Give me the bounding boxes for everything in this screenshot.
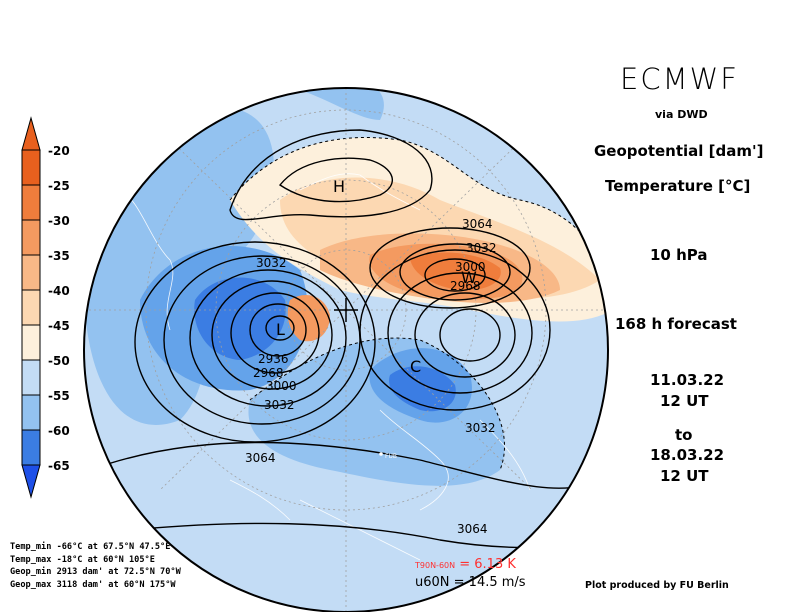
end-time: 12 UT xyxy=(660,467,709,485)
colorbar-tick: -65 xyxy=(48,459,70,473)
colorbar-tick: -35 xyxy=(48,249,70,263)
data-source: via DWD xyxy=(655,108,708,121)
extrema-stats: Temp_min -66°C at 67.5°N 47.5°E Temp_max… xyxy=(10,541,181,591)
warm-center: W xyxy=(461,268,477,287)
contour-label: 2968 xyxy=(450,279,481,293)
coastlines xyxy=(119,173,531,561)
plot-credit: Plot produced by FU Berlin xyxy=(585,580,729,591)
station-marker xyxy=(379,452,383,456)
contour-label: 2936 xyxy=(258,352,289,366)
contour-label: 3032 xyxy=(264,398,295,412)
u-value: = 14.5 m/s xyxy=(453,575,526,590)
contour-label: 3032 xyxy=(466,241,497,255)
pressure-centers: H L W C xyxy=(276,177,477,376)
geop-max: Geop_max 3118 dam' at 60°N 175°W xyxy=(10,579,176,590)
contour-label: 3064 xyxy=(462,217,493,231)
start-date: 11.03.22 xyxy=(650,371,725,389)
colorbar-tick: -55 xyxy=(48,389,70,403)
contour-label: 3032 xyxy=(256,256,287,270)
colorbar xyxy=(21,116,41,499)
colorbar-tick: -50 xyxy=(48,354,70,368)
contour-labels: 3064 3032 3000 2968 3032 2968 2936 3000 … xyxy=(245,217,497,536)
contour-label: 3032 xyxy=(465,421,496,435)
map-border xyxy=(83,87,609,612)
colorbar-tick: -25 xyxy=(48,179,70,193)
end-date: 18.03.22 xyxy=(650,446,725,464)
temp-min: Temp_min -66°C at 67.5°N 47.5°E xyxy=(10,542,171,552)
date-separator: to xyxy=(675,426,693,444)
geop-min: Geop_min 2913 dam' at 72.5°N 70°W xyxy=(10,567,181,577)
pole-marker xyxy=(334,298,358,322)
t-diff-value: = 6.13 K xyxy=(459,557,516,572)
colorbar-tick: -60 xyxy=(48,424,70,438)
t-diff-label: T90N-60N xyxy=(415,561,456,570)
temperature-field: 3064 3032 3000 2968 3032 2968 2936 3000 … xyxy=(84,88,608,612)
contour-label: 3000 xyxy=(455,260,486,274)
geopotential-contours xyxy=(89,129,601,549)
contour-label: 3064 xyxy=(457,522,488,536)
zonal-wind: u60N = 14.5 m/s xyxy=(415,575,526,590)
high-center: H xyxy=(333,177,345,196)
variable-temperature: Temperature [°C] xyxy=(605,177,751,195)
colorbar-tick: -20 xyxy=(48,144,70,158)
temperature-gradient: T90N-60N = 6.13 K xyxy=(415,557,516,572)
colorbar-tick: -40 xyxy=(48,284,70,298)
temp-max: Temp_max -18°C at 60°N 105°E xyxy=(10,554,155,565)
pressure-level: 10 hPa xyxy=(650,246,708,264)
variable-geopotential: Geopotential [dam'] xyxy=(594,142,764,160)
contour-label: 3064 xyxy=(245,451,276,465)
contour-label: 3000 xyxy=(266,379,297,393)
low-center: L xyxy=(276,320,285,339)
model-title: ECMWF xyxy=(620,62,739,96)
station-label: FUB xyxy=(385,453,397,460)
colorbar-tick: -30 xyxy=(48,214,70,228)
u-label: u60N xyxy=(415,575,450,590)
forecast-hours: 168 h forecast xyxy=(615,315,737,333)
start-time: 12 UT xyxy=(660,392,709,410)
cold-center: C xyxy=(410,357,421,376)
colorbar-tick: -45 xyxy=(48,319,70,333)
contour-label: 2968 xyxy=(253,366,284,380)
